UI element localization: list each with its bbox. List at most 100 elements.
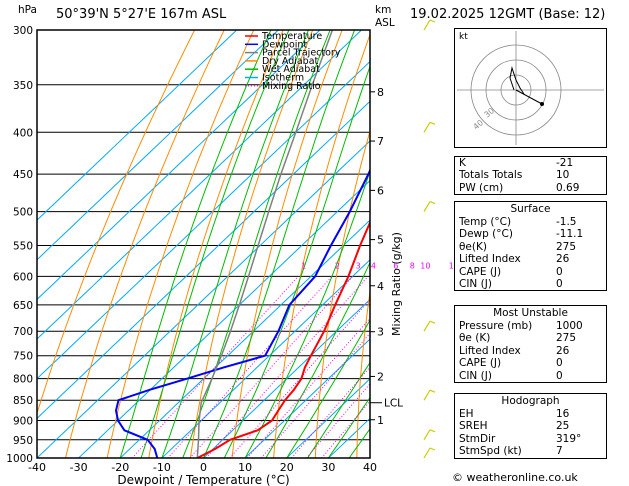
datetime-label: 19.02.2025 12GMT (Base: 12)	[410, 7, 606, 22]
index-value: 10	[556, 169, 570, 182]
km-tick-label: 4	[377, 280, 384, 293]
most-unstable-value: 1000	[556, 320, 583, 332]
isotherm-line	[37, 100, 370, 420]
surface-value: 275	[556, 240, 577, 253]
hodograph-stat-label: SREH	[459, 420, 488, 433]
wind-barb	[429, 201, 436, 205]
pressure-tick-label: 450	[13, 169, 33, 181]
pressure-tick-label: 300	[13, 25, 33, 37]
mixing-ratio-line	[306, 382, 370, 458]
legend-entry: Isotherm	[262, 73, 304, 84]
isotherm-line	[37, 60, 370, 380]
wind-barb	[423, 19, 431, 31]
pressure-tick-label: 900	[13, 416, 33, 428]
temperature-tick-label: -20	[111, 461, 129, 474]
pressure-tick-label: 700	[13, 326, 33, 338]
isotherm-line	[286, 378, 370, 458]
temperature-series	[196, 220, 370, 458]
mixing-ratio-line	[260, 332, 370, 458]
plot-frame	[36, 29, 371, 459]
copyright-label: © weatheronline.co.uk	[452, 471, 578, 484]
dry-adiabat-line	[398, 30, 460, 458]
km-tick-label: 1	[377, 414, 384, 427]
pressure-tick-label: 600	[13, 271, 33, 283]
index-label: Totals Totals	[459, 169, 523, 182]
index-value: 0.69	[556, 181, 580, 194]
index-label: PW (cm)	[459, 181, 504, 194]
pressure-tick-label: 850	[13, 395, 33, 407]
mixing-ratio-label: 3	[356, 261, 361, 270]
wind-barb	[423, 320, 431, 332]
hodograph-stat-row: SREH 25	[455, 420, 606, 432]
mixing-ratio-line	[131, 276, 299, 458]
mixing-ratio-axis-label: Mixing Ratio (g/kg)	[390, 232, 403, 336]
hodograph-stat-row: StmSpd (kt) 7	[455, 445, 606, 457]
mixing-ratio-label: 4	[371, 261, 376, 270]
wet-adiabat-line	[286, 319, 370, 458]
dry-adiabat-line	[231, 30, 343, 458]
most-unstable-label: CAPE (J)	[459, 357, 502, 370]
pressure-tick-label: 800	[13, 374, 33, 386]
wind-barb	[429, 389, 436, 393]
hodograph-stat-label: StmDir	[459, 432, 496, 445]
km-label: km	[375, 4, 392, 16]
temperature-tick-label: -30	[70, 461, 88, 474]
temperature-tick-label: -40	[28, 461, 46, 474]
temperature-tick-label: -10	[153, 461, 171, 474]
surface-title: Surface	[510, 203, 551, 215]
legend-entry: Temperature	[261, 31, 322, 42]
wet-adiabat-line	[203, 30, 356, 458]
wet-adiabat-line	[244, 169, 370, 458]
pressure-tick-label: 1000	[6, 453, 33, 465]
wet-adiabat-line	[140, 30, 290, 458]
pressure-tick-label: 750	[13, 351, 33, 363]
mixing-ratio-label: 6	[393, 261, 398, 270]
index-row: K -21	[455, 157, 606, 169]
units-label: hPa	[18, 4, 37, 16]
temperature-tick-label: 10	[238, 461, 252, 474]
most-unstable-row: Lifted Index 26	[455, 345, 606, 357]
surface-label: θe(K)	[459, 240, 487, 253]
surface-value: 0	[556, 277, 563, 290]
location-label: 50°39'N 5°27'E 167m ASL	[56, 7, 227, 22]
isotherm-line	[37, 30, 279, 261]
wet-adiabat-line	[307, 361, 370, 458]
pressure-tick-label: 950	[13, 435, 33, 447]
wind-barb	[429, 19, 436, 23]
dewpoint-series	[114, 168, 370, 458]
wet-adiabat-line	[119, 30, 272, 458]
hodograph-stat-row: EH 16	[455, 408, 606, 420]
surface-value: 26	[556, 253, 570, 266]
mixing-ratio-label: 1	[301, 261, 306, 270]
hodograph-stat-value: 7	[556, 445, 563, 458]
surface-row: Temp (°C) -1.5	[455, 216, 606, 228]
lcl-label: LCL	[384, 398, 403, 410]
surface-row: Dewp (°C) -11.1	[455, 228, 606, 240]
surface-row: θe(K) 275	[455, 241, 606, 253]
wind-barb	[423, 389, 431, 401]
most-unstable-title: Most Unstable	[493, 307, 568, 319]
hodograph-stat-value: 319°	[556, 432, 582, 445]
most-unstable-row: θe (K) 275	[455, 332, 606, 344]
hodograph-stat-row: StmDir 319°	[455, 433, 606, 445]
hodograph-stat-label: EH	[459, 408, 474, 420]
mixing-ratio-label: 10	[420, 261, 430, 270]
most-unstable-row: Pressure (mb) 1000	[455, 320, 606, 332]
legend-entry: Parcel Trajectory	[262, 48, 341, 59]
surface-label: Temp (°C)	[459, 216, 512, 228]
dry-adiabat-line	[37, 30, 196, 416]
index-label: K	[459, 157, 466, 169]
parcel-trajectory-series	[196, 30, 334, 458]
km-tick-label: 3	[377, 326, 384, 339]
most-unstable-label: Pressure (mb)	[459, 320, 533, 332]
wind-barb	[429, 429, 436, 433]
wind-barb	[429, 320, 436, 324]
isotherm-line	[37, 30, 238, 221]
temperature-tick-label: 20	[280, 461, 294, 474]
index-row: PW (cm) 0.69	[455, 182, 606, 194]
hodograph-stats-panel: Hodograph EH 16 SREH 25 StmDir 319° StmSpd (kt…	[454, 393, 607, 459]
isotherm-line	[161, 259, 370, 458]
x-axis-label: Dewpoint / Temperature (°C)	[117, 473, 289, 486]
wind-barb	[423, 447, 431, 459]
